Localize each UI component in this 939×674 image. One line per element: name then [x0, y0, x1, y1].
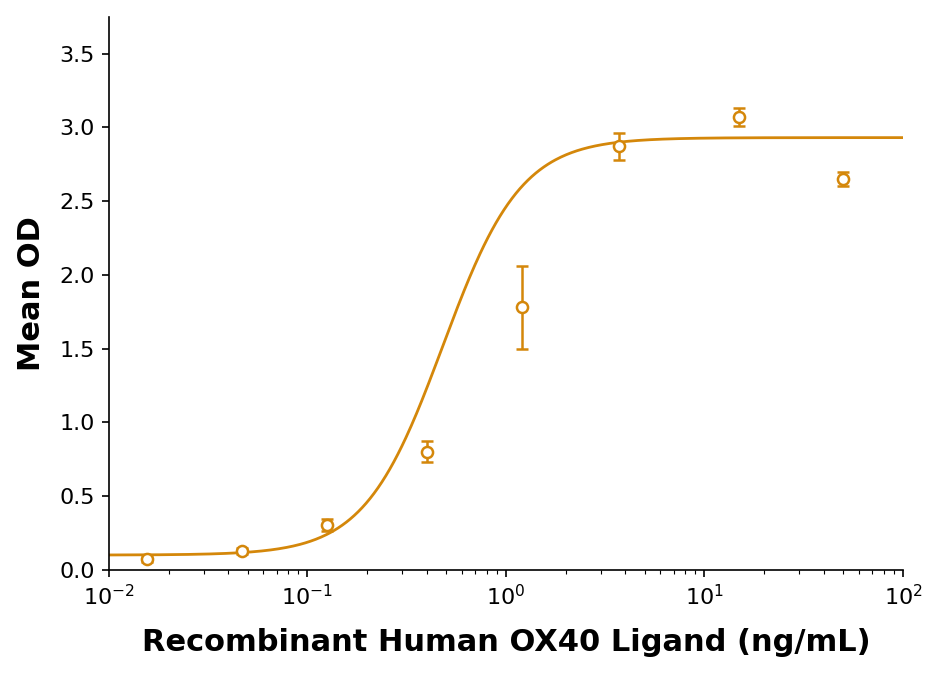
X-axis label: Recombinant Human OX40 Ligand (ng/mL): Recombinant Human OX40 Ligand (ng/mL)	[142, 628, 870, 657]
Y-axis label: Mean OD: Mean OD	[17, 216, 46, 371]
